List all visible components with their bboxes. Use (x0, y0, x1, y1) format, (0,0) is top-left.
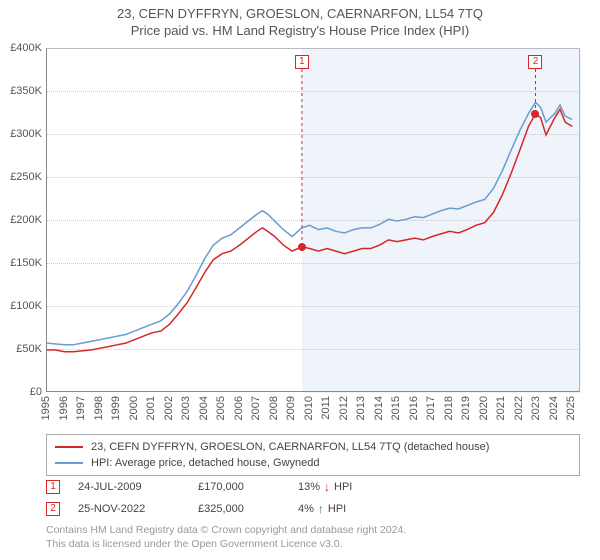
title-block: 23, CEFN DYFFRYN, GROESLON, CAERNARFON, … (0, 0, 600, 38)
sale-delta-1: 13% ↓ HPI (298, 481, 408, 493)
xtick-label: 2001 (145, 396, 157, 420)
xtick-label: 2000 (128, 396, 140, 420)
xtick-label: 2003 (180, 396, 192, 420)
legend: 23, CEFN DYFFRYN, GROESLON, CAERNARFON, … (46, 434, 580, 476)
ytick-label: £250K (2, 171, 42, 183)
chart-title-address: 23, CEFN DYFFRYN, GROESLON, CAERNARFON, … (0, 6, 600, 21)
xtick-label: 2009 (285, 396, 297, 420)
xtick-label: 1998 (93, 396, 105, 420)
xtick-label: 1995 (40, 396, 52, 420)
series-property_price (47, 109, 572, 352)
xtick-label: 2018 (443, 396, 455, 420)
sale-price-2: £325,000 (198, 503, 298, 515)
xtick-label: 2013 (355, 396, 367, 420)
xtick-label: 2021 (495, 396, 507, 420)
ytick-label: £0 (2, 386, 42, 398)
sale-marker-2: 2 (46, 502, 60, 516)
xtick-label: 2008 (268, 396, 280, 420)
xtick-label: 2005 (215, 396, 227, 420)
sale-marker-1: 1 (46, 480, 60, 494)
sale-date-2: 25-NOV-2022 (78, 503, 198, 515)
arrow-down-icon: ↓ (324, 481, 330, 493)
xtick-label: 2012 (338, 396, 350, 420)
sale-marker-box-2: 2 (528, 55, 542, 69)
chart-container: 23, CEFN DYFFRYN, GROESLON, CAERNARFON, … (0, 0, 600, 560)
legend-label-property: 23, CEFN DYFFRYN, GROESLON, CAERNARFON, … (91, 441, 489, 453)
xtick-label: 1997 (75, 396, 87, 420)
ytick-label: £400K (2, 42, 42, 54)
xtick-label: 1999 (110, 396, 122, 420)
xtick-label: 2020 (478, 396, 490, 420)
sale-price-1: £170,000 (198, 481, 298, 493)
ytick-label: £50K (2, 343, 42, 355)
sale-delta-2: 4% ↑ HPI (298, 503, 408, 515)
xtick-label: 2019 (460, 396, 472, 420)
ytick-label: £100K (2, 300, 42, 312)
xtick-label: 2010 (303, 396, 315, 420)
ytick-label: £300K (2, 128, 42, 140)
xtick-label: 2002 (163, 396, 175, 420)
sale-marker-dot-1 (298, 243, 306, 251)
xtick-label: 2007 (250, 396, 262, 420)
series-hpi (47, 102, 572, 344)
xtick-label: 2022 (513, 396, 525, 420)
xtick-label: 2025 (565, 396, 577, 420)
legend-swatch-hpi (55, 462, 83, 464)
legend-item-property: 23, CEFN DYFFRYN, GROESLON, CAERNARFON, … (55, 439, 571, 455)
attribution-line2: This data is licensed under the Open Gov… (46, 538, 580, 552)
ytick-label: £200K (2, 214, 42, 226)
xtick-label: 2004 (198, 396, 210, 420)
plot-svg (47, 49, 581, 393)
xtick-label: 1996 (58, 396, 70, 420)
sale-date-1: 24-JUL-2009 (78, 481, 198, 493)
ytick-label: £150K (2, 257, 42, 269)
xtick-label: 2017 (425, 396, 437, 420)
xtick-label: 2014 (373, 396, 385, 420)
xtick-label: 2015 (390, 396, 402, 420)
sales-table: 1 24-JUL-2009 £170,000 13% ↓ HPI 2 25-NO… (46, 476, 580, 520)
ytick-label: £350K (2, 85, 42, 97)
xtick-label: 2006 (233, 396, 245, 420)
attribution-line1: Contains HM Land Registry data © Crown c… (46, 524, 580, 538)
sale-row-2: 2 25-NOV-2022 £325,000 4% ↑ HPI (46, 498, 580, 520)
attribution: Contains HM Land Registry data © Crown c… (46, 524, 580, 551)
legend-label-hpi: HPI: Average price, detached house, Gwyn… (91, 457, 320, 469)
xtick-label: 2011 (320, 396, 332, 420)
legend-swatch-property (55, 446, 83, 448)
xtick-label: 2016 (408, 396, 420, 420)
sale-row-1: 1 24-JUL-2009 £170,000 13% ↓ HPI (46, 476, 580, 498)
xtick-label: 2023 (530, 396, 542, 420)
legend-item-hpi: HPI: Average price, detached house, Gwyn… (55, 455, 571, 471)
xtick-label: 2024 (548, 396, 560, 420)
arrow-up-icon: ↑ (318, 503, 324, 515)
chart-title-subtitle: Price paid vs. HM Land Registry's House … (0, 23, 600, 38)
sale-marker-box-1: 1 (295, 55, 309, 69)
plot-area: 12 (46, 48, 580, 392)
